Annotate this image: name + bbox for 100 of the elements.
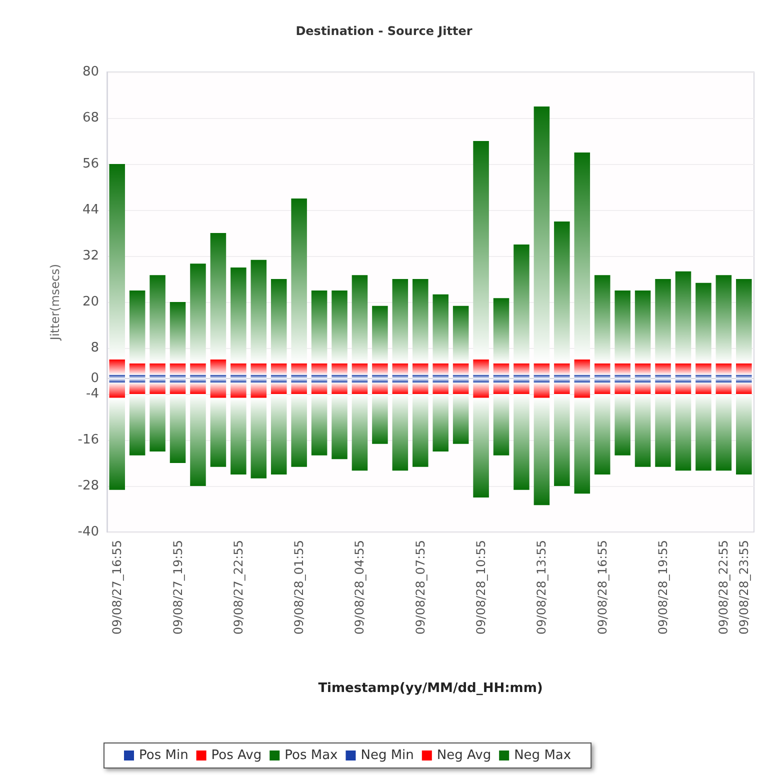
bar <box>594 363 610 375</box>
bar <box>270 382 287 394</box>
bar <box>311 374 328 379</box>
bar <box>554 363 570 375</box>
bar <box>696 394 712 471</box>
legend-label: Neg Avg <box>436 748 492 763</box>
bar <box>574 378 590 382</box>
bar <box>655 378 671 382</box>
bar <box>675 378 692 382</box>
bar <box>554 382 570 394</box>
bar <box>129 374 146 379</box>
bar <box>634 363 651 375</box>
y-tick-label: 80 <box>82 64 99 80</box>
bar <box>534 106 550 364</box>
bar <box>716 363 732 375</box>
bar <box>250 398 267 478</box>
bar <box>129 290 146 364</box>
bar <box>634 374 651 379</box>
legend-label: Pos Max <box>284 748 338 763</box>
bar <box>493 394 510 456</box>
bar <box>129 382 146 394</box>
y-axis-title: Jitter(msecs) <box>48 264 62 342</box>
bar <box>452 394 469 444</box>
legend-label: Neg Min <box>360 748 414 763</box>
bar <box>493 363 510 375</box>
bar <box>696 282 712 364</box>
bar <box>514 378 530 382</box>
bar <box>554 394 570 486</box>
bar <box>716 275 732 364</box>
bar <box>210 374 226 379</box>
bar <box>352 275 368 364</box>
bar <box>170 378 186 382</box>
bar <box>473 398 489 498</box>
bar <box>432 378 448 382</box>
bar <box>230 382 246 398</box>
bar <box>493 298 510 364</box>
bar <box>412 363 428 375</box>
bar <box>129 363 146 375</box>
bar <box>736 394 752 474</box>
bar <box>190 374 206 379</box>
bar <box>210 398 226 467</box>
bar <box>332 378 348 382</box>
bar <box>332 374 348 379</box>
bar <box>150 374 166 379</box>
bar <box>311 378 328 382</box>
bar <box>372 382 388 394</box>
bar <box>170 374 186 379</box>
y-tick-label: -28 <box>78 478 99 494</box>
bar <box>170 363 186 375</box>
x-tick-label: 09/08/28_04:55 <box>352 540 367 634</box>
bar <box>352 378 368 382</box>
y-tick-label: 68 <box>82 110 99 126</box>
bar <box>311 394 328 456</box>
bar <box>594 378 610 382</box>
bar <box>270 374 287 379</box>
x-axis-title: Timestamp(yy/MM/dd_HH:mm) <box>318 681 543 696</box>
bar <box>311 382 328 394</box>
bar <box>554 378 570 382</box>
bar <box>230 374 246 379</box>
bar <box>534 363 550 375</box>
x-tick-label: 09/08/28_01:55 <box>292 540 306 634</box>
bar <box>534 382 550 398</box>
bar <box>594 374 610 379</box>
x-tick-label: 09/08/28_10:55 <box>474 540 488 634</box>
bar <box>250 260 267 364</box>
bar <box>696 382 712 394</box>
bar <box>675 374 692 379</box>
bar <box>250 363 267 375</box>
bar <box>554 222 570 364</box>
bar <box>412 378 428 382</box>
bar <box>250 382 267 398</box>
y-tick-label: 56 <box>82 156 99 172</box>
x-tick-label: 09/08/27_16:55 <box>110 540 124 634</box>
bar <box>270 394 287 474</box>
x-tick-label: 09/08/27_19:55 <box>170 540 185 634</box>
bar <box>514 363 530 375</box>
bar <box>109 382 125 398</box>
bar <box>452 374 469 379</box>
bar <box>250 378 267 382</box>
y-tick-label: -40 <box>78 524 99 540</box>
bar <box>675 382 692 394</box>
bar <box>514 244 530 364</box>
bar <box>109 374 125 379</box>
bar <box>736 382 752 394</box>
bar <box>392 378 408 382</box>
y-tick-label: 44 <box>82 202 99 218</box>
x-tick-label: 09/08/27_22:55 <box>231 540 246 634</box>
bar <box>332 382 348 394</box>
bar <box>514 374 530 379</box>
bar <box>696 378 712 382</box>
bar <box>412 279 428 364</box>
bar <box>230 268 246 364</box>
bar <box>392 363 408 375</box>
legend-label: Neg Max <box>514 748 572 763</box>
bar <box>594 394 610 474</box>
bar <box>634 290 651 364</box>
bar <box>594 275 610 364</box>
bar <box>291 363 307 375</box>
y-tick-label: 8 <box>90 340 99 356</box>
bar <box>170 302 186 364</box>
